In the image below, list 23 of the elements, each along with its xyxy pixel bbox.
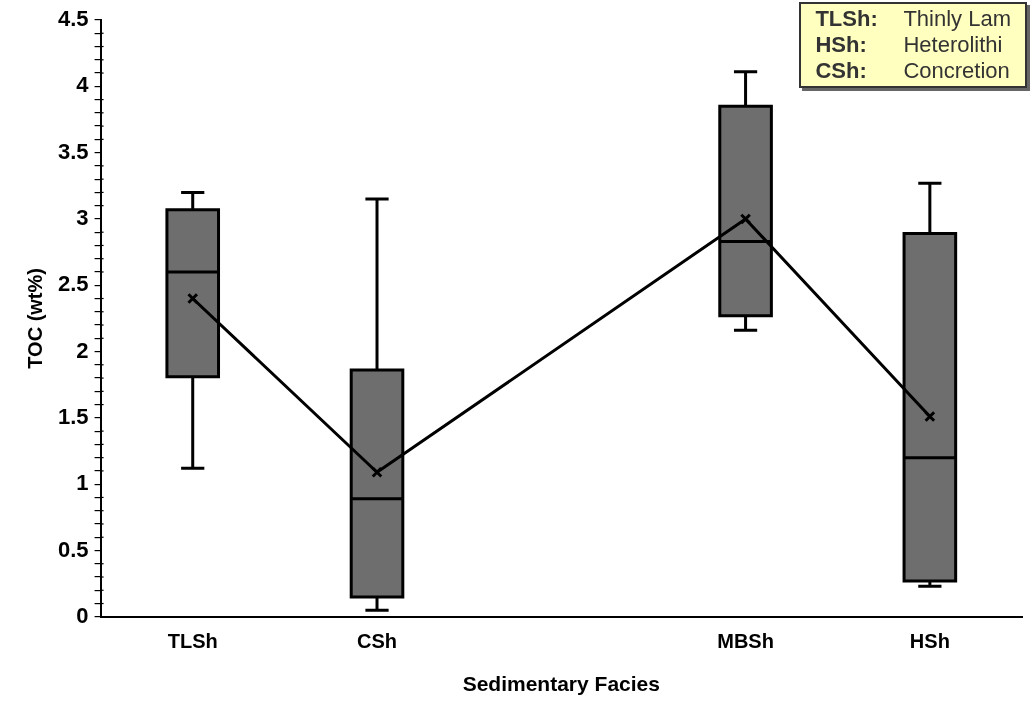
y-tick-label: 1 <box>76 470 89 496</box>
y-tick-label: 2 <box>76 337 89 363</box>
y-tick-label: 4 <box>76 72 90 98</box>
y-tick-label: 0 <box>76 602 89 628</box>
y-tick-label: 3.5 <box>57 138 89 164</box>
text: CSh: Concretion <box>815 58 1010 83</box>
y-tick-label: 0.5 <box>57 536 89 562</box>
x-tick-label: MBSh <box>717 630 774 653</box>
x-tick-label: HSh <box>909 630 950 653</box>
point <box>371 466 383 478</box>
y-tick-label: 1.5 <box>57 403 89 429</box>
y-tick-label: 3 <box>76 205 89 230</box>
point <box>924 410 936 423</box>
annotation: TLSh: Thinly Lam <box>815 6 1011 32</box>
y-axis-title: TOC (wt%) <box>23 268 46 369</box>
x-tick-label: CSh <box>357 630 398 653</box>
x-axis-title: Sedimentary Facies <box>462 672 660 696</box>
y-tick-label: 2.5 <box>57 271 89 297</box>
x-tick-label: TLSh <box>167 630 218 653</box>
point <box>739 213 752 225</box>
y-tick-label: 4.5 <box>57 6 89 32</box>
text: HSh: Heterolithi <box>815 32 1003 57</box>
point <box>186 292 199 305</box>
